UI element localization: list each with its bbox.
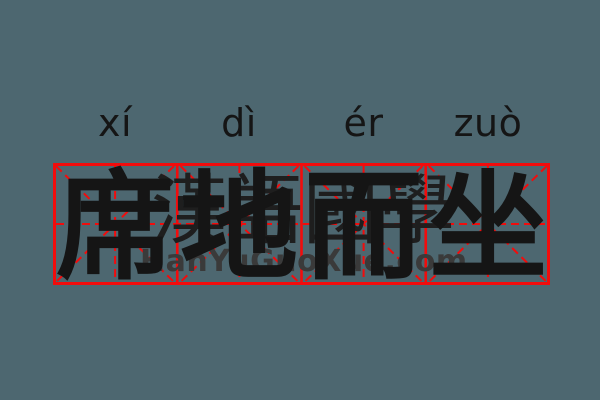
pinyin-syllable-1: xí <box>97 101 133 145</box>
watermark-cjk-text: 漢語國學 <box>151 166 455 255</box>
watermark-site-text: HanYuGuoXue.com <box>140 244 468 279</box>
hanzi-character-1: 席 <box>55 157 174 296</box>
grid-guide-lines <box>55 165 548 283</box>
grid-borders <box>53 163 550 285</box>
pinyin-syllable-2: dì <box>221 101 257 145</box>
pinyin-syllable-3: ér <box>343 101 384 145</box>
mizige-grid <box>53 163 550 285</box>
hanzi-character-4: 坐 <box>428 157 547 296</box>
hanzi-character-3: 而 <box>304 157 423 296</box>
hanzi-character-2: 地 <box>179 157 298 296</box>
pinyin-syllable-4: zuò <box>453 101 523 145</box>
